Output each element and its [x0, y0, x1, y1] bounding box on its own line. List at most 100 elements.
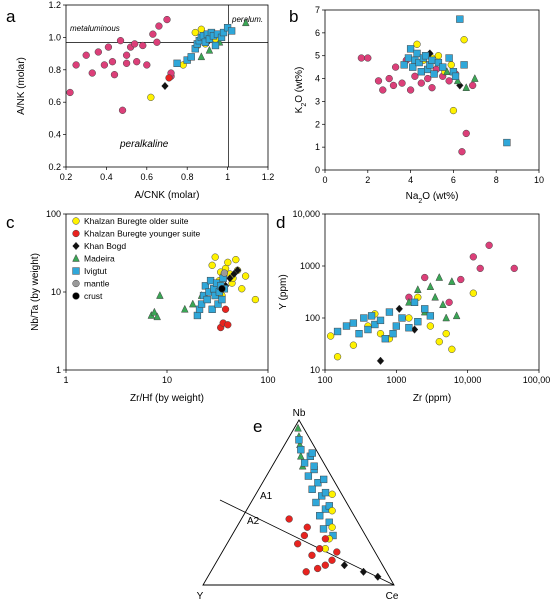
- panel-e-point-ivigtut: [312, 498, 320, 507]
- panel-e-point-ivigtut: [321, 488, 330, 497]
- panel-e-apex-y: Y: [197, 591, 204, 602]
- panel-a-annotation-metaluminous: metaluminous: [70, 24, 120, 33]
- panel-d-point-madeira: [435, 272, 444, 281]
- panel-c-point-khan-bogd: [233, 266, 242, 275]
- legend-marker-khalzan-buregte-younger-suite: [72, 229, 80, 238]
- panel-b-point-a-b-circles: [389, 81, 398, 90]
- panel-d-point-madeira: [414, 285, 422, 293]
- panel-d-point-khalzan-buregte-older-suite: [326, 332, 335, 340]
- panel-d-point-ivigtut: [398, 314, 406, 322]
- panel-c-point-ivigtut: [218, 295, 226, 304]
- panel-e-point-khalzan-buregte-younger-suite: [285, 515, 293, 523]
- panel-a-point-a-b-circles: [139, 41, 147, 50]
- panel-a-annotation-peralum: peralum.: [231, 15, 263, 24]
- panel-e-point-ivigtut: [319, 525, 328, 533]
- panel-d-point-khalzan-buregte-older-suite: [442, 330, 450, 338]
- panel-b-xlabel: Na2O (wt%): [406, 191, 459, 205]
- panel-b-ytick-label: 7: [315, 5, 320, 15]
- panel-d-xlabel: Zr (ppm): [413, 393, 451, 404]
- legend-label-khalzan-buregte-younger-suite: Khalzan Buregte younger suite: [84, 229, 201, 239]
- panel-e-point-khalzan-buregte-younger-suite: [300, 531, 309, 540]
- panel-e-point-khalzan-buregte-older-suite: [328, 490, 336, 498]
- panel-b-point-a-b-circles: [411, 72, 419, 80]
- panel-c-point-khalzan-buregte-older-suite: [232, 255, 240, 264]
- panel-b-point-ivigtut: [400, 61, 408, 69]
- panel-c-point-madeira: [156, 290, 164, 299]
- panel-e-point-madeira: [297, 451, 305, 460]
- panel-a-point-a-b-circles: [82, 51, 90, 59]
- panel-b-point-madeira: [453, 76, 462, 85]
- panel-d-point-ivigtut: [381, 335, 389, 343]
- panel-c-point-crust: [218, 285, 226, 293]
- panel-a-ytick-label: 1.2: [48, 0, 61, 10]
- panel-b-point-ivigtut: [439, 63, 447, 71]
- panel-e-point-khalzan-buregte-older-suite: [328, 507, 336, 515]
- panel-b-point-khalzan-buregte-older-suite: [447, 61, 455, 69]
- panel-c-point-ivigtut: [197, 300, 206, 308]
- panel-c-point-madeira: [180, 304, 189, 313]
- panel-c-point-ivigtut: [208, 305, 216, 313]
- panel-b-ytick-label: 6: [315, 28, 320, 38]
- panel-e-point-khalzan-buregte-older-suite: [328, 523, 336, 531]
- panel-c-ytick-label: 10: [51, 287, 61, 297]
- panel-c-point-khalzan-buregte-older-suite: [211, 253, 219, 261]
- legend-label-madeira: Madeira: [84, 254, 115, 264]
- panel-a-xtick-label: 1.2: [262, 172, 275, 182]
- panel-d-point-ivigtut: [367, 312, 376, 320]
- panel-d-point-ivigtut: [392, 322, 400, 330]
- panel-c-point-madeira: [150, 307, 159, 316]
- panel-b-point-ivigtut: [421, 52, 430, 60]
- panel-a-xtick-label: 0.2: [60, 172, 73, 182]
- panel-d-point-madeira: [448, 277, 456, 285]
- panel-a-xtick-label: 0.4: [100, 172, 113, 182]
- panel-b-point-a-b-circles: [391, 63, 400, 71]
- panel-a-point-a-b-circles: [108, 58, 117, 66]
- legend-marker-madeira: [72, 253, 80, 262]
- panel-b-point-madeira: [462, 83, 471, 91]
- panel-e-point-madeira: [294, 423, 302, 432]
- panel-d-xtick-label: 100: [317, 375, 332, 385]
- panel-e-point-ivigtut: [300, 459, 309, 467]
- panel-c-point-khalzan-buregte-older-suite: [224, 258, 232, 266]
- panel-e-point-ivigtut: [316, 512, 324, 520]
- panel-d-point-ivigtut: [342, 322, 351, 330]
- panel-b-chart: 0 2 4 6 8 10 0 1 2 3 4 5 6 7 Na2O (wt%) K2O (wt%): [294, 5, 544, 205]
- panel-b-point-khalzan-buregte-older-suite: [449, 106, 458, 115]
- panel-e-point-ivigtut: [295, 436, 303, 444]
- panel-a-point-khalzan-buregte-older-suite: [147, 93, 155, 101]
- panel-a-point-a-b-circles: [155, 22, 163, 30]
- panel-a-ylabel: A/NK (molar): [16, 57, 27, 115]
- panel-e-point-khan-bogd: [374, 572, 382, 581]
- panel-b-point-a-b-circles: [469, 81, 477, 90]
- panel-e-point-khalzan-buregte-younger-suite: [314, 564, 322, 573]
- panel-a-xtick-label: 0.8: [181, 172, 194, 182]
- panel-d-point-madeira: [431, 292, 439, 301]
- panel-a-point-a-b-circles: [131, 40, 139, 48]
- panel-d-point-ivigtut: [371, 320, 379, 329]
- panel-d-point-ivigtut: [421, 305, 429, 313]
- panel-c-point-ivigtut: [214, 300, 222, 308]
- legend-marker-ivigtut: [72, 267, 80, 275]
- panel-d-frame: [324, 213, 540, 371]
- panel-label-b: b: [289, 7, 298, 26]
- panel-b-point-a-b-circles: [406, 86, 415, 94]
- panel-b-point-ivigtut: [415, 58, 423, 67]
- panel-e-apex-nb: Nb: [293, 408, 306, 419]
- panel-d-point-ivigtut: [414, 318, 422, 326]
- panel-e-field-a2: A2: [247, 516, 260, 527]
- panel-e-point-khalzan-buregte-younger-suite: [328, 556, 336, 564]
- panel-d-point-khan-bogd: [376, 356, 385, 366]
- panel-d-point-khalzan-buregte-older-suite: [405, 314, 413, 322]
- panel-e-point-ivigtut: [320, 475, 328, 484]
- panel-a-point-a-b-circles: [133, 58, 141, 66]
- panel-b-point-khan-bogd: [456, 81, 464, 90]
- panel-a-ytick-label: 0.4: [48, 130, 61, 140]
- panel-e-point-ivigtut: [310, 462, 318, 470]
- panel-label-e: e: [253, 417, 262, 436]
- panel-a-xlabel: A/CNK (molar): [134, 190, 199, 201]
- panel-a-point-a-b-circles: [122, 51, 131, 59]
- panel-d-point-ivigtut: [426, 312, 435, 320]
- panel-a-point-khalzan-buregte-younger-suite: [165, 74, 173, 82]
